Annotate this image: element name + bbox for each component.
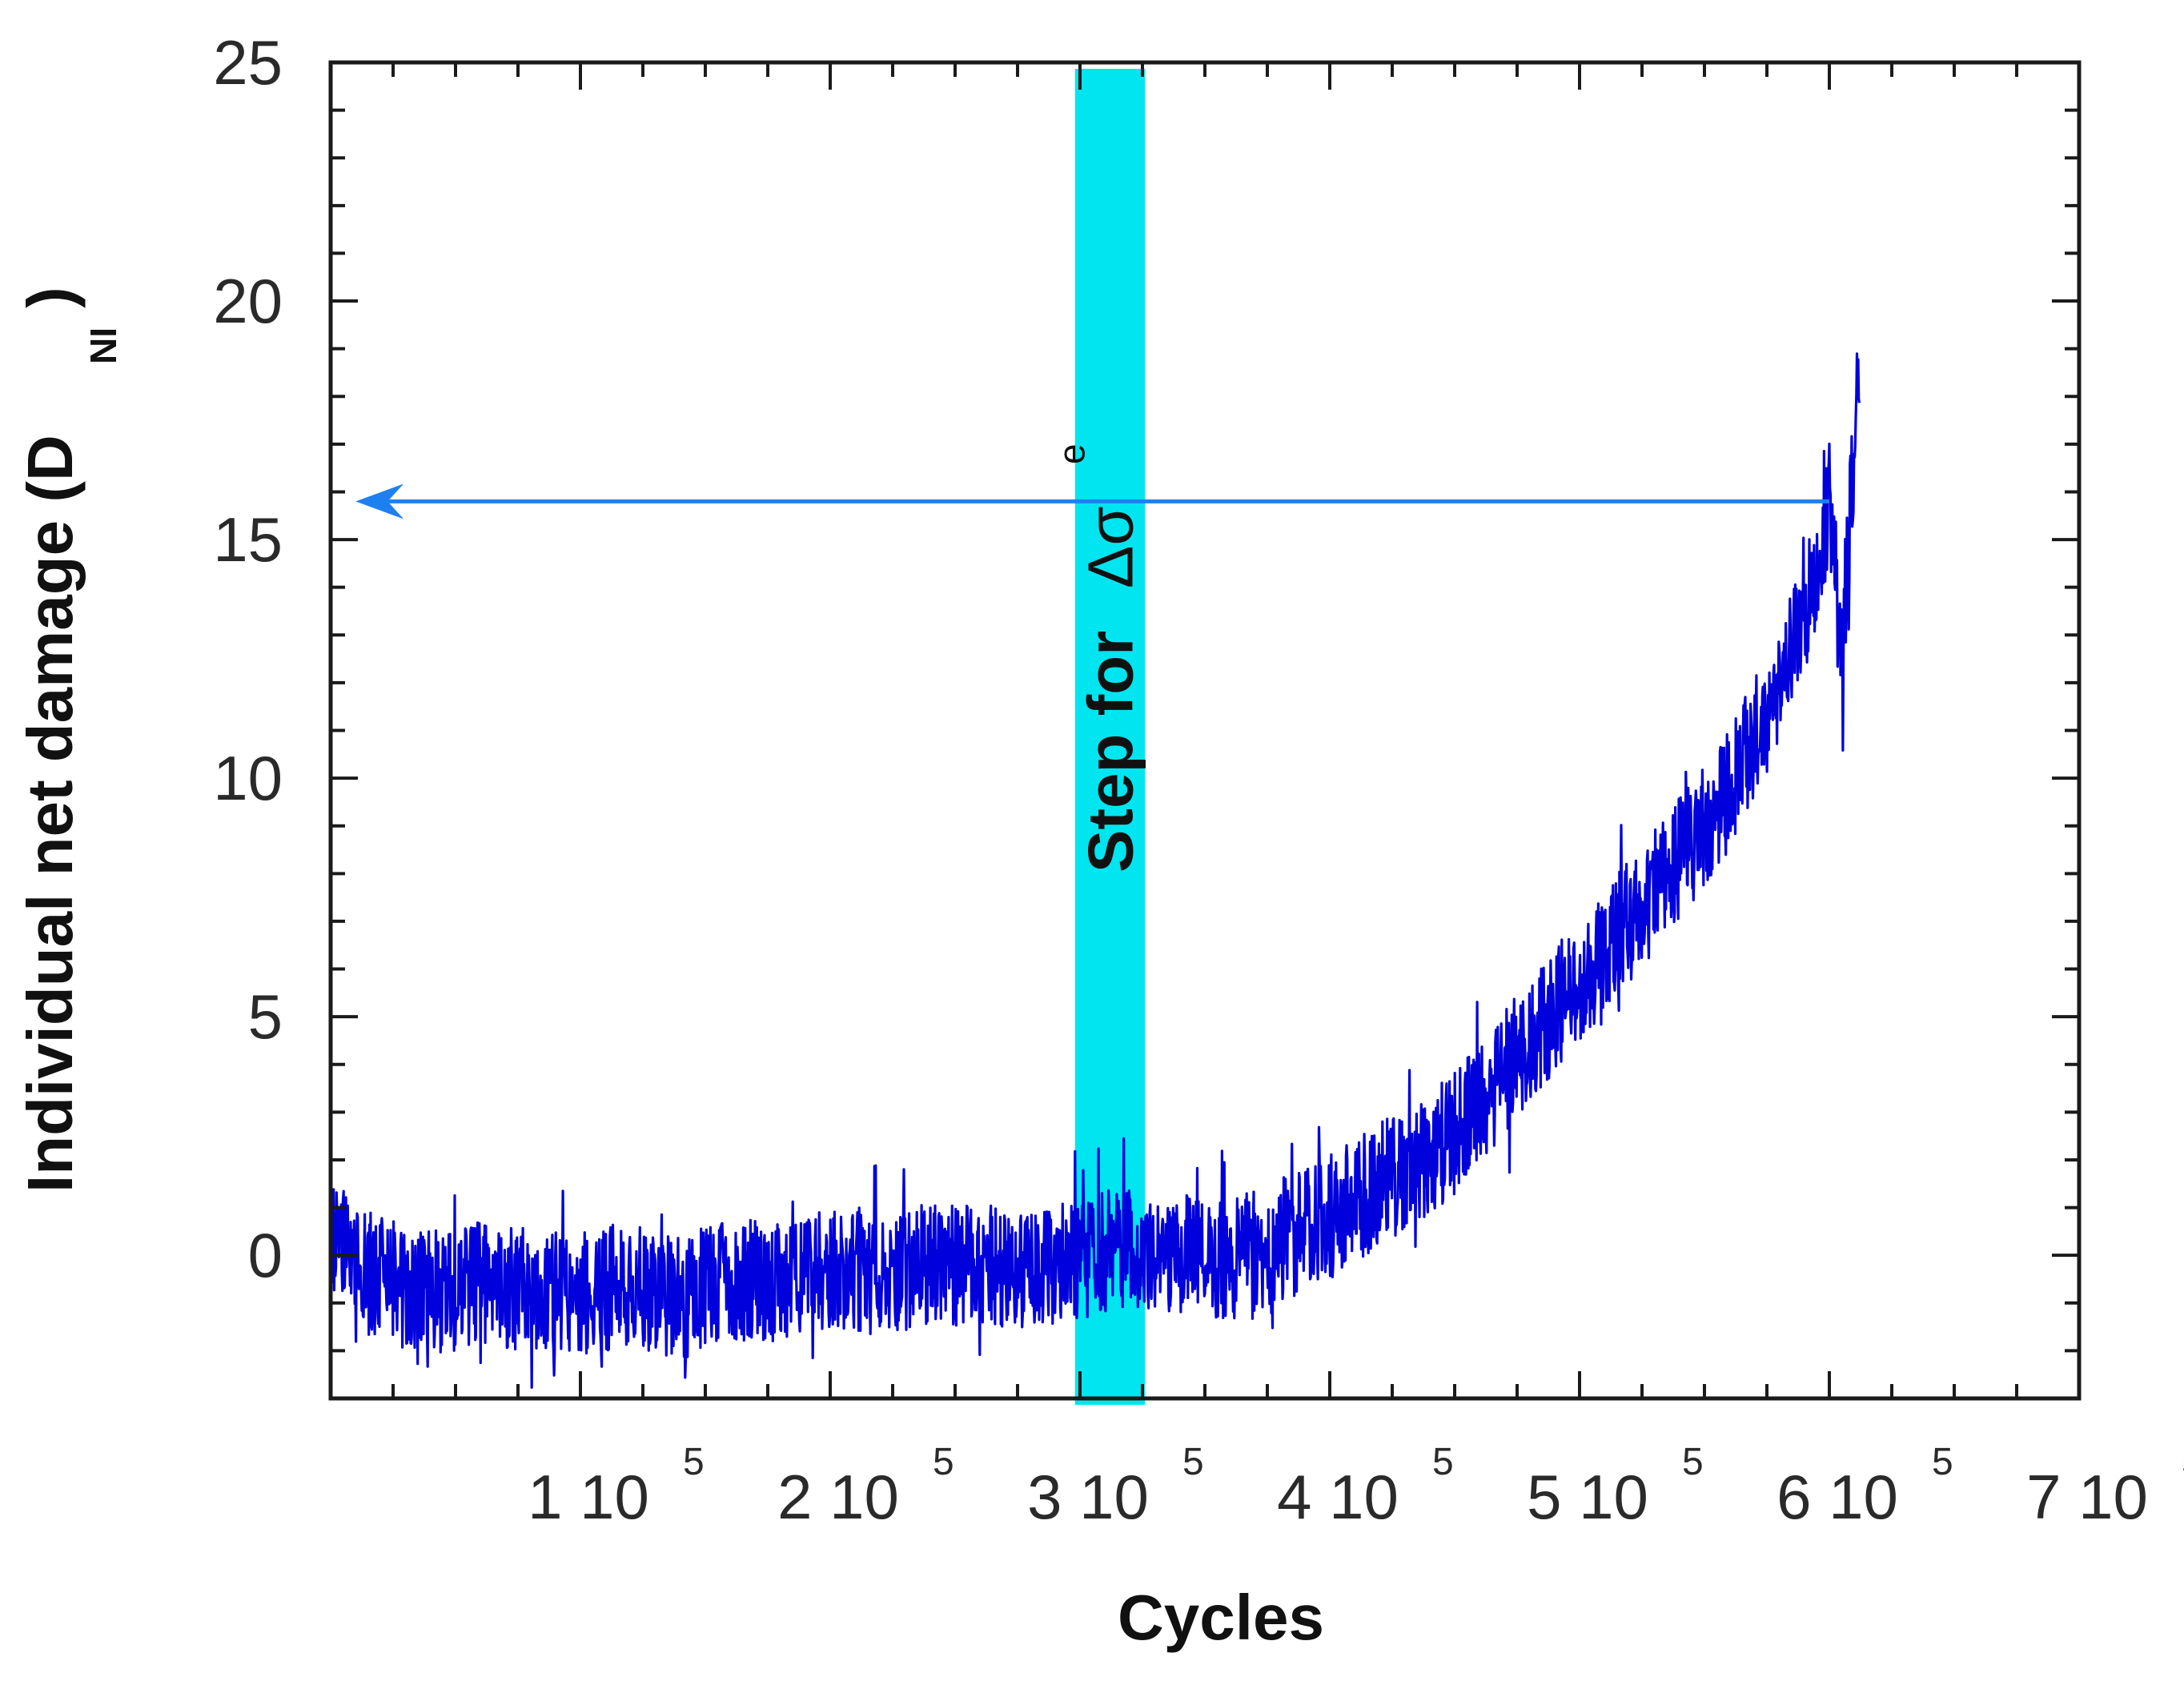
- band-label: Step for: [1074, 631, 1146, 873]
- x-tick-label: 6 10: [1777, 1462, 1898, 1532]
- x-tick-label: 1 10: [528, 1462, 649, 1532]
- y-tick-label: 0: [248, 1220, 283, 1290]
- x-tick-exponent: 5: [1932, 1441, 1953, 1483]
- band-label-symbol: Δσ: [1074, 506, 1146, 588]
- series-line-0: [329, 352, 1861, 1389]
- axes-layer: [328, 60, 2082, 1401]
- band-label-superscript: e: [1050, 443, 1092, 464]
- arrow-layer: [355, 483, 1829, 520]
- highlight-band: [1074, 69, 1146, 1405]
- y-tick-label: 5: [248, 981, 283, 1052]
- x-tick-exponent: 5: [1182, 1441, 1204, 1483]
- band-label-group: Step for Δσ e: [1050, 443, 1146, 873]
- x-axis-title: Cycles: [1118, 1582, 1324, 1653]
- x-tick-label: 7 10: [2026, 1462, 2148, 1532]
- x-tick-label: 3 10: [1027, 1462, 1149, 1532]
- x-tick-exponent: 5: [683, 1441, 705, 1483]
- x-tick-label: 5 10: [1527, 1462, 1648, 1532]
- y-tick-label: 10: [213, 743, 283, 813]
- x-tick-exponent: 5: [1432, 1441, 1454, 1483]
- arrow-head: [355, 483, 404, 520]
- x-tick-label: 2 10: [777, 1462, 899, 1532]
- y-axis-title-close: ): [14, 287, 86, 308]
- y-axis-title-group: Individual net damage (D NI): [14, 287, 124, 1193]
- y-tick-label: 15: [213, 504, 283, 575]
- x-tick-label: 4 10: [1277, 1462, 1399, 1532]
- labels-layer: 0 5 10 15 20 25 1 10 5 2 10 5 3 10 5 4 10 5 5 10 5 6 10 5…: [14, 27, 2184, 1653]
- y-tick-label: 20: [213, 266, 283, 336]
- band-layer: [1074, 69, 1146, 1405]
- y-axis-title: Individual net damage (D: [14, 435, 86, 1193]
- x-tick-exponent: 5: [1682, 1441, 1704, 1483]
- y-axis-subscript: NI: [82, 327, 124, 364]
- x-tick-exponent: 5: [933, 1441, 954, 1483]
- series-layer: [329, 352, 1861, 1389]
- y-tick-label: 25: [213, 27, 283, 98]
- x-tick-exponent: 5: [2182, 1441, 2184, 1483]
